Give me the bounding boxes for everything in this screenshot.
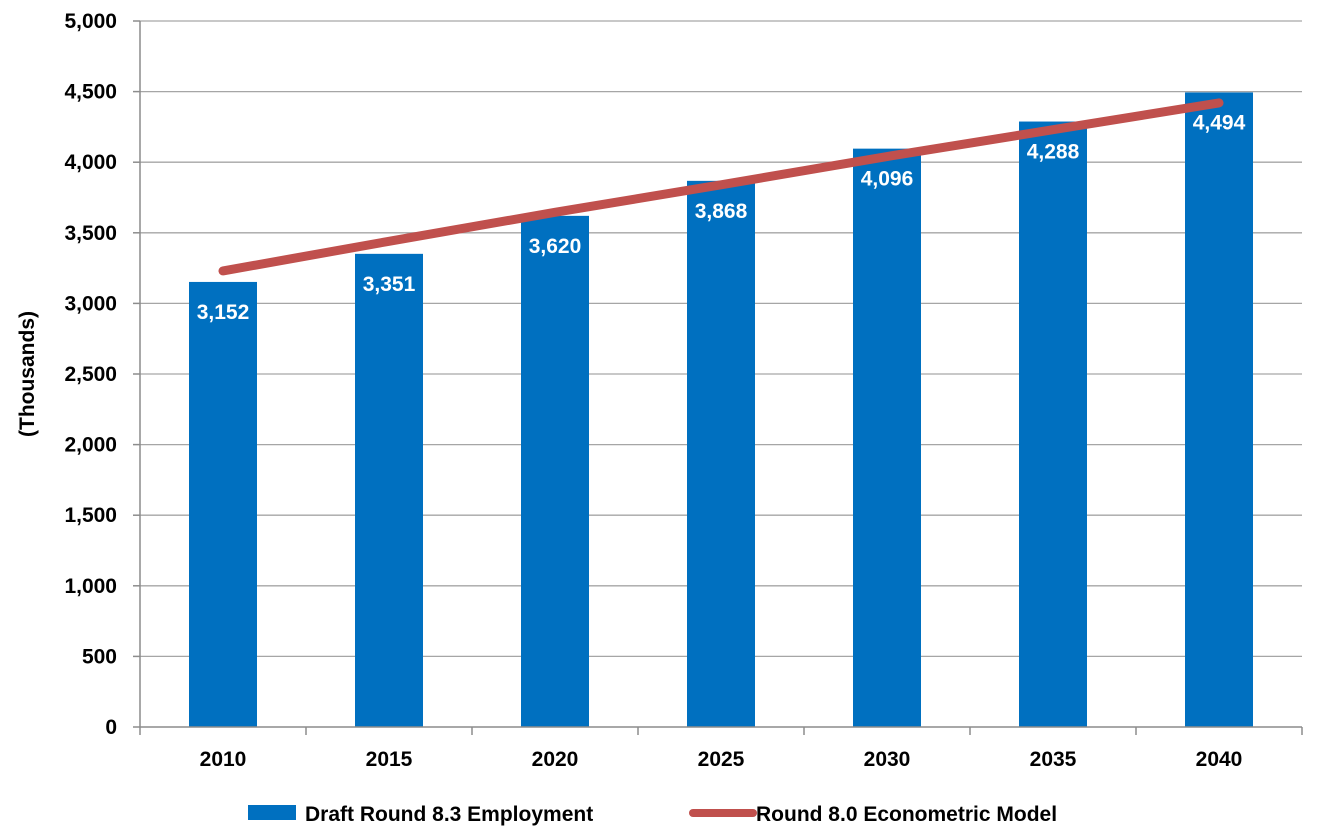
x-tick-label: 2025 [698,748,745,771]
bar-series [189,92,1253,728]
y-tick-label: 500 [82,645,117,668]
bar-data-label: 4,288 [1027,141,1080,164]
legend-swatch-bar [248,805,296,820]
bar [687,180,755,728]
bar [1185,92,1253,727]
x-tick-label: 2035 [1030,748,1077,771]
y-tick-label: 5,000 [64,10,117,33]
bar [355,253,423,727]
y-tick-label: 1,500 [64,504,117,527]
y-tick-label: 3,500 [64,222,117,245]
bar [1019,121,1087,727]
legend: Draft Round 8.3 Employment Round 8.0 Eco… [248,803,1057,826]
y-tick-label: 4,500 [64,81,117,104]
x-tick-label: 2020 [532,748,579,771]
bar-data-label: 4,494 [1193,111,1246,134]
bar-data-labels: 3,152 3,351 3,620 3,868 4,096 4,288 4,494 [197,111,1246,323]
line-series [218,98,1224,276]
bar-data-label: 3,868 [695,200,748,223]
legend-label-line: Round 8.0 Econometric Model [756,803,1057,826]
legend-label-bar: Draft Round 8.3 Employment [305,803,593,826]
y-tick-label: 1,000 [64,575,117,598]
bar-data-label: 3,620 [529,235,582,258]
x-tick-label: 2030 [864,748,911,771]
y-tick-label: 2,500 [64,363,117,386]
y-tick-label: 4,000 [64,151,117,174]
y-tick-label: 0 [105,716,117,739]
y-tick-label: 3,000 [64,292,117,315]
x-tick-label: 2040 [1196,748,1243,771]
bar-data-label: 4,096 [861,168,914,191]
bar [189,281,257,727]
bar [521,215,589,727]
y-tick-label: 2,000 [64,434,117,457]
bar-data-label: 3,152 [197,301,250,324]
bar [853,148,921,728]
x-tick-label: 2010 [200,748,247,771]
x-axis-tick-labels: 2010 2015 2020 2025 2030 2035 2040 [200,748,1243,771]
bar-data-label: 3,351 [363,273,416,296]
axes [133,20,1303,735]
y-axis-label: (Thousands) [16,311,39,437]
y-axis-tick-labels: 0 500 1,000 1,500 2,000 2,500 3,000 3,500 4,000 4… [64,10,117,739]
x-tick-label: 2015 [366,748,413,771]
